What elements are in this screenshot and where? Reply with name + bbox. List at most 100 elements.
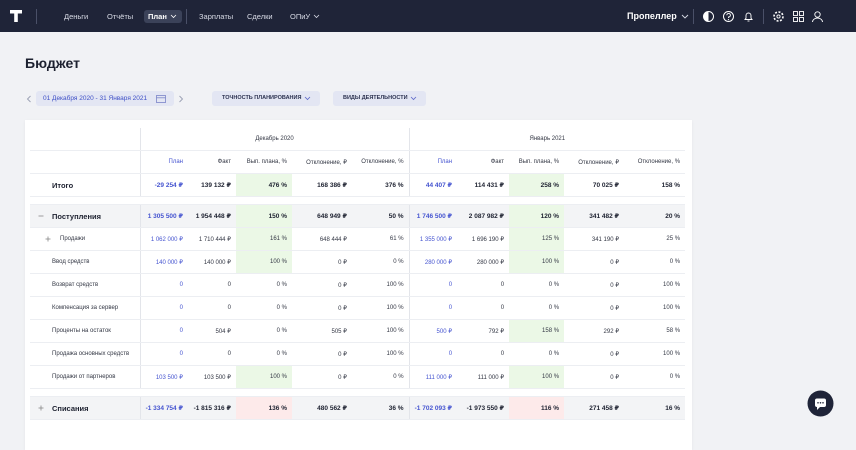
- table-cell: 58 %: [624, 320, 685, 343]
- table-cell: 1 062 000 ₽: [140, 228, 188, 251]
- table-cell: 0: [188, 343, 236, 366]
- help-icon[interactable]: [722, 10, 735, 23]
- profile-icon[interactable]: [811, 10, 824, 23]
- nav-item[interactable]: Отчёты: [103, 10, 137, 23]
- nav-item[interactable]: Сделки: [243, 10, 277, 23]
- filter-button[interactable]: ВИДЫ ДЕЯТЕЛЬНОСТИ: [333, 91, 426, 106]
- row-label-cell: Продажи: [30, 228, 140, 251]
- table-cell: 0 %: [624, 366, 685, 389]
- chevron: [170, 14, 177, 19]
- table-cell: 258 %: [509, 174, 564, 197]
- expand-toggle[interactable]: [45, 236, 51, 242]
- table-cell: 161 %: [236, 228, 292, 251]
- nav-item[interactable]: Зарплаты: [195, 10, 237, 23]
- table-cell: 0: [140, 297, 188, 320]
- table-cell: 648 949 ₽: [292, 205, 352, 228]
- table-cell: 504 ₽: [188, 320, 236, 343]
- chevron: [313, 14, 320, 19]
- row-label-cell: Продажа основных средств: [30, 343, 140, 366]
- table-cell: 0 %: [236, 274, 292, 297]
- table-cell: 2 087 982 ₽: [457, 205, 509, 228]
- row-label: Продажи: [60, 236, 85, 242]
- filter-button[interactable]: ТОЧНОСТЬ ПЛАНИРОВАНИЯ: [212, 91, 320, 106]
- budget-card: Декабрь 2020Январь 2021ПланФактВып. план…: [25, 120, 692, 450]
- table-cell: 140 000 ₽: [188, 251, 236, 274]
- nav-item[interactable]: План: [144, 10, 182, 23]
- next-period[interactable]: [178, 95, 184, 103]
- nav-item-label: План: [148, 12, 167, 21]
- table-cell: 0: [409, 343, 457, 366]
- row-label: Ввод средств: [52, 259, 89, 265]
- table-cell: 50 %: [352, 205, 409, 228]
- settings-icon[interactable]: [772, 10, 785, 23]
- expand-toggle[interactable]: [38, 213, 44, 219]
- date-range-picker[interactable]: 01 Декабря 2020 - 31 Января 2021: [36, 91, 174, 106]
- table-cell: 0: [188, 274, 236, 297]
- column-header: Отклонение, %: [352, 151, 409, 174]
- row-label-cell: Итого: [30, 174, 140, 197]
- prev-period[interactable]: [26, 95, 32, 103]
- divider: [36, 9, 37, 24]
- chevron: [410, 96, 417, 101]
- table-cell: 61 %: [352, 228, 409, 251]
- table-cell: 158 %: [509, 320, 564, 343]
- logo[interactable]: [9, 9, 23, 23]
- table-cell: 100 %: [352, 297, 409, 320]
- column-header: Отклонение, %: [624, 151, 685, 174]
- nav-item[interactable]: Деньги: [60, 10, 92, 23]
- column-header: Факт: [457, 151, 509, 174]
- column-header: План: [140, 151, 188, 174]
- table-cell: 1 305 500 ₽: [140, 205, 188, 228]
- column-header: Отклонение, ₽: [292, 151, 352, 174]
- table-cell: 0: [140, 343, 188, 366]
- table-cell: 0 %: [236, 320, 292, 343]
- table-cell: 100 %: [624, 274, 685, 297]
- expand-toggle[interactable]: [38, 405, 44, 411]
- filter-label: ВИДЫ ДЕЯТЕЛЬНОСТИ: [343, 95, 408, 101]
- apps-icon[interactable]: [792, 10, 805, 23]
- row-label-cell: Продажи от партнеров: [30, 366, 140, 389]
- table-cell: 0: [457, 274, 509, 297]
- table-cell: 0: [409, 274, 457, 297]
- company-name: Пропеллер: [627, 11, 677, 21]
- table-cell: 0 ₽: [564, 343, 624, 366]
- table-cell: 280 000 ₽: [457, 251, 509, 274]
- period-header: Январь 2021: [409, 128, 685, 151]
- table-cell: -1 702 093 ₽: [409, 397, 457, 420]
- divider: [763, 9, 764, 24]
- nav-item[interactable]: ОПиУ: [286, 10, 324, 23]
- period-header: Декабрь 2020: [140, 128, 409, 151]
- spacer-row: [30, 389, 685, 397]
- table-cell: 20 %: [624, 205, 685, 228]
- table-cell: 1 710 444 ₽: [188, 228, 236, 251]
- table-cell: 136 %: [236, 397, 292, 420]
- company-switcher[interactable]: Пропеллер: [627, 10, 689, 23]
- theme-icon[interactable]: [702, 10, 715, 23]
- table-cell: 0 ₽: [292, 343, 352, 366]
- table-cell: 280 000 ₽: [409, 251, 457, 274]
- table-cell: 0 %: [624, 251, 685, 274]
- column-header-row: ПланФактВып. плана, %Отклонение, ₽Отклон…: [30, 151, 685, 174]
- nav-item-label: ОПиУ: [290, 12, 310, 21]
- table-cell: 0 %: [509, 343, 564, 366]
- table-cell: 376 %: [352, 174, 409, 197]
- table-cell: 0: [188, 297, 236, 320]
- table-row: Поступления1 305 500 ₽1 954 448 ₽150 %64…: [30, 205, 685, 228]
- table-cell: 168 386 ₽: [292, 174, 352, 197]
- table-cell: 100 %: [624, 343, 685, 366]
- row-label-cell: Проценты на остаток: [30, 320, 140, 343]
- corner-cell: [30, 151, 140, 174]
- calendar-icon: [156, 94, 166, 103]
- notifications-icon[interactable]: [742, 10, 755, 23]
- table-cell: 36 %: [352, 397, 409, 420]
- table-cell: 0 %: [509, 297, 564, 320]
- table-row: Проценты на остаток0504 ₽0 %505 ₽100 %50…: [30, 320, 685, 343]
- row-label-cell: Списания: [30, 397, 140, 420]
- chat-button[interactable]: [807, 390, 834, 417]
- table-cell: 1 746 500 ₽: [409, 205, 457, 228]
- table-cell: 100 %: [624, 297, 685, 320]
- table-row: Списания-1 334 754 ₽-1 815 316 ₽136 %480…: [30, 397, 685, 420]
- filter-label: ТОЧНОСТЬ ПЛАНИРОВАНИЯ: [222, 95, 301, 101]
- table-cell: 0 %: [509, 274, 564, 297]
- table-cell: 100 %: [236, 251, 292, 274]
